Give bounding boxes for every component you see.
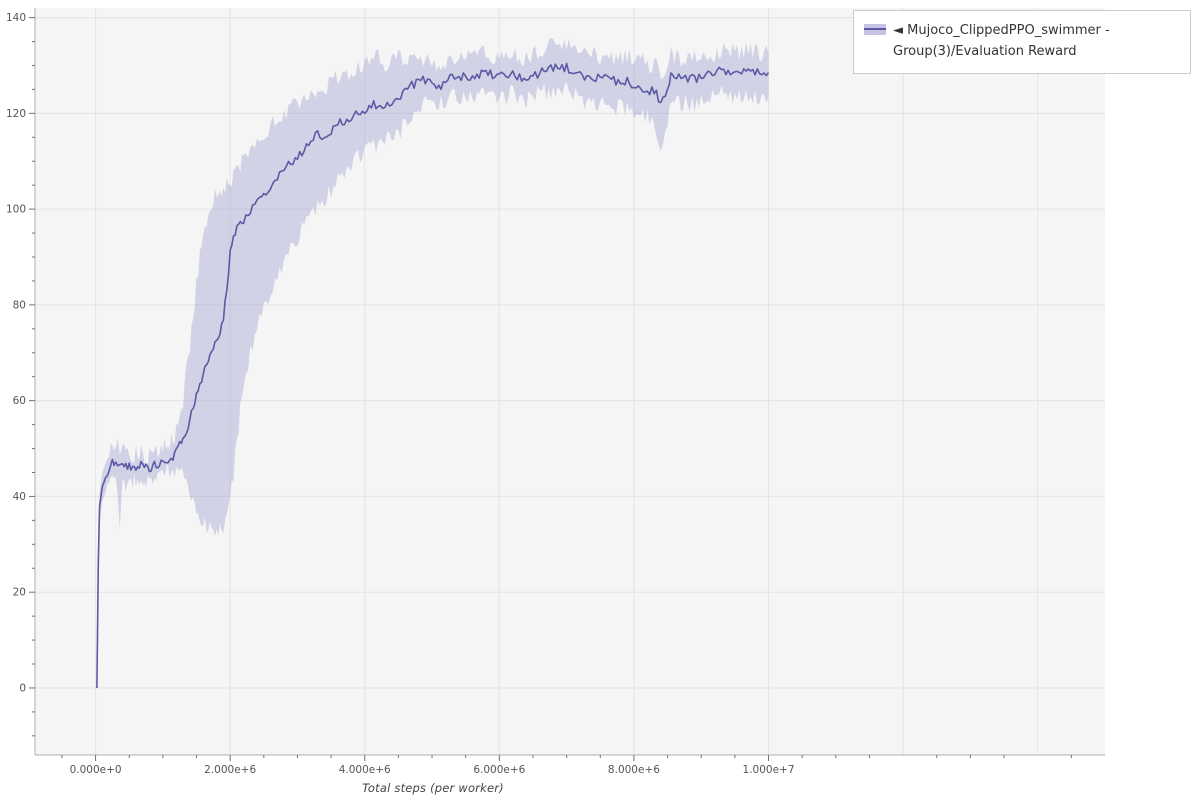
legend-item-swimmer[interactable]: ◄ Mujoco_ClippedPPO_swimmer - Group(3)/E… [864, 20, 1180, 63]
y-tick-label: 120 [6, 108, 26, 120]
mean-reward-line [96, 62, 770, 689]
x-tick-label: 2.000e+6 [204, 764, 256, 776]
y-tick-label: 20 [13, 587, 26, 599]
legend: ◄ Mujoco_ClippedPPO_swimmer - Group(3)/E… [853, 10, 1191, 74]
legend-label: ◄ Mujoco_ClippedPPO_swimmer - Group(3)/E… [893, 23, 1110, 60]
y-tick-label: 140 [6, 12, 26, 24]
legend-swatch-line-icon [864, 28, 886, 30]
confidence-band [96, 37, 769, 688]
y-tick-label: 0 [19, 682, 26, 694]
plot-area [35, 8, 1105, 755]
x-tick-label: 4.000e+6 [339, 764, 391, 776]
y-tick-label: 80 [13, 299, 26, 311]
legend-swatch-icon [864, 24, 886, 35]
x-tick-label: 8.000e+6 [608, 764, 660, 776]
y-tick-label: 60 [13, 395, 26, 407]
x-axis-label: Total steps (per worker) [362, 781, 504, 795]
x-tick-label: 0.000e+0 [70, 764, 122, 776]
x-tick-label: 6.000e+6 [473, 764, 525, 776]
x-tick-label: 1.000e+7 [743, 764, 795, 776]
y-tick-label: 100 [6, 204, 26, 216]
y-tick-label: 40 [13, 491, 26, 503]
